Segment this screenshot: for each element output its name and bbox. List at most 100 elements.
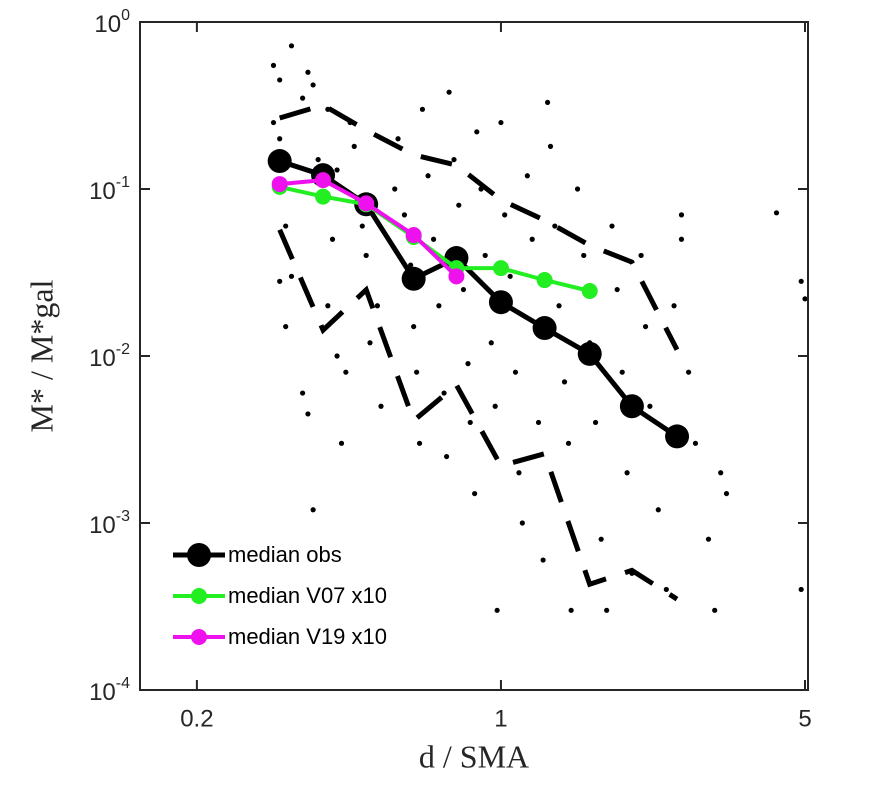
marker: [577, 341, 602, 366]
scatter-point: [283, 323, 289, 330]
scatter-point: [430, 236, 437, 242]
scatter-point: [524, 173, 530, 179]
scatter-point: [604, 607, 610, 613]
scatter-point: [283, 223, 289, 229]
marker: [401, 266, 426, 291]
series: [278, 102, 680, 351]
scatter-point: [315, 156, 321, 163]
scatter-point: [671, 303, 677, 309]
scatter-point: [343, 369, 349, 375]
scatter-point: [535, 419, 542, 426]
scatter-point: [565, 440, 572, 446]
dashed-line: [278, 102, 680, 351]
legend-box: [165, 529, 455, 656]
y-axis-label: M* / M*gal: [23, 279, 59, 432]
scatter-point: [678, 212, 685, 218]
marker: [488, 290, 513, 315]
scatter-point: [363, 252, 369, 259]
marker: [315, 188, 332, 205]
y-tick-label: 100: [94, 7, 130, 38]
scatter-point: [378, 403, 384, 409]
scatter-point: [482, 252, 488, 259]
scatter-point: [802, 296, 808, 302]
scatter-point: [270, 62, 277, 68]
scatter-point: [712, 607, 718, 613]
scatter-point: [392, 186, 398, 192]
scatter-point: [718, 470, 724, 476]
scatter-point: [277, 136, 283, 142]
scatter-point: [507, 273, 513, 279]
legend-label: median obs: [228, 542, 342, 567]
scatter-point: [512, 369, 519, 375]
x-tick-label: 1: [494, 705, 507, 732]
scatter-point: [310, 507, 316, 513]
scatter-point: [529, 236, 535, 242]
scatter-point: [351, 143, 357, 149]
y-tick-label: 10-1: [89, 174, 130, 205]
scatter-point: [561, 379, 568, 385]
marker: [581, 283, 598, 300]
legend-marker: [191, 588, 207, 604]
legend-label: median V07 x10: [228, 583, 387, 608]
legend-label: median V19 x10: [228, 624, 387, 649]
series: [270, 43, 808, 613]
scatter-point: [408, 262, 414, 268]
scatter-point: [638, 252, 644, 259]
scatter-point: [446, 89, 452, 95]
scatter-point: [798, 586, 804, 593]
marker: [358, 195, 375, 212]
scatter-point: [547, 143, 554, 149]
scatter-point: [614, 286, 620, 293]
scatter-point: [492, 403, 498, 409]
marker: [619, 394, 644, 419]
scatter-point: [663, 586, 669, 593]
scatter-point: [277, 278, 283, 284]
scatter-point: [467, 419, 473, 426]
scatter-point: [443, 453, 450, 460]
marker: [405, 227, 422, 244]
scatter-point: [642, 323, 649, 330]
marker: [267, 149, 292, 174]
scatter-point: [647, 403, 653, 409]
scatter-point: [334, 353, 340, 359]
scatter-point: [592, 419, 599, 426]
scatter-point: [411, 323, 417, 330]
scatter-point: [624, 470, 630, 476]
scatter-point: [414, 369, 420, 375]
scatter-point: [451, 156, 457, 163]
scatter-point: [338, 440, 345, 446]
scatter-point: [773, 210, 780, 216]
scatter-point: [598, 536, 604, 542]
scatter-point: [300, 390, 306, 396]
scatter-point: [465, 361, 471, 367]
y-tick-label: 10-4: [89, 675, 130, 706]
scatter-point: [474, 129, 480, 135]
y-tick-label: 10-3: [89, 508, 130, 539]
y-tick-label: 10-2: [89, 341, 130, 372]
scatter-point: [705, 536, 712, 542]
marker: [536, 272, 553, 289]
scatter-point: [367, 340, 373, 346]
scatter-point: [416, 440, 423, 446]
scatter-point: [472, 490, 478, 497]
scatter-point: [425, 173, 431, 179]
scatter-point: [556, 303, 562, 309]
scatter-point: [798, 278, 804, 284]
scatter-point: [516, 470, 522, 476]
scatter-point: [460, 286, 467, 293]
scatter-point: [334, 167, 340, 173]
scatter-point: [552, 223, 558, 229]
scatter-point: [540, 557, 546, 563]
scatter-point: [288, 273, 295, 279]
marker: [315, 172, 332, 189]
scatter-point: [544, 99, 551, 106]
scatter-point: [270, 119, 277, 126]
scatter-point: [488, 340, 494, 346]
marker: [532, 316, 557, 341]
marker: [492, 260, 509, 277]
scatter-point: [609, 223, 615, 229]
x-axis-label: d / SMA: [419, 738, 529, 774]
plot-area: [267, 43, 808, 613]
scatter-point: [519, 520, 525, 526]
